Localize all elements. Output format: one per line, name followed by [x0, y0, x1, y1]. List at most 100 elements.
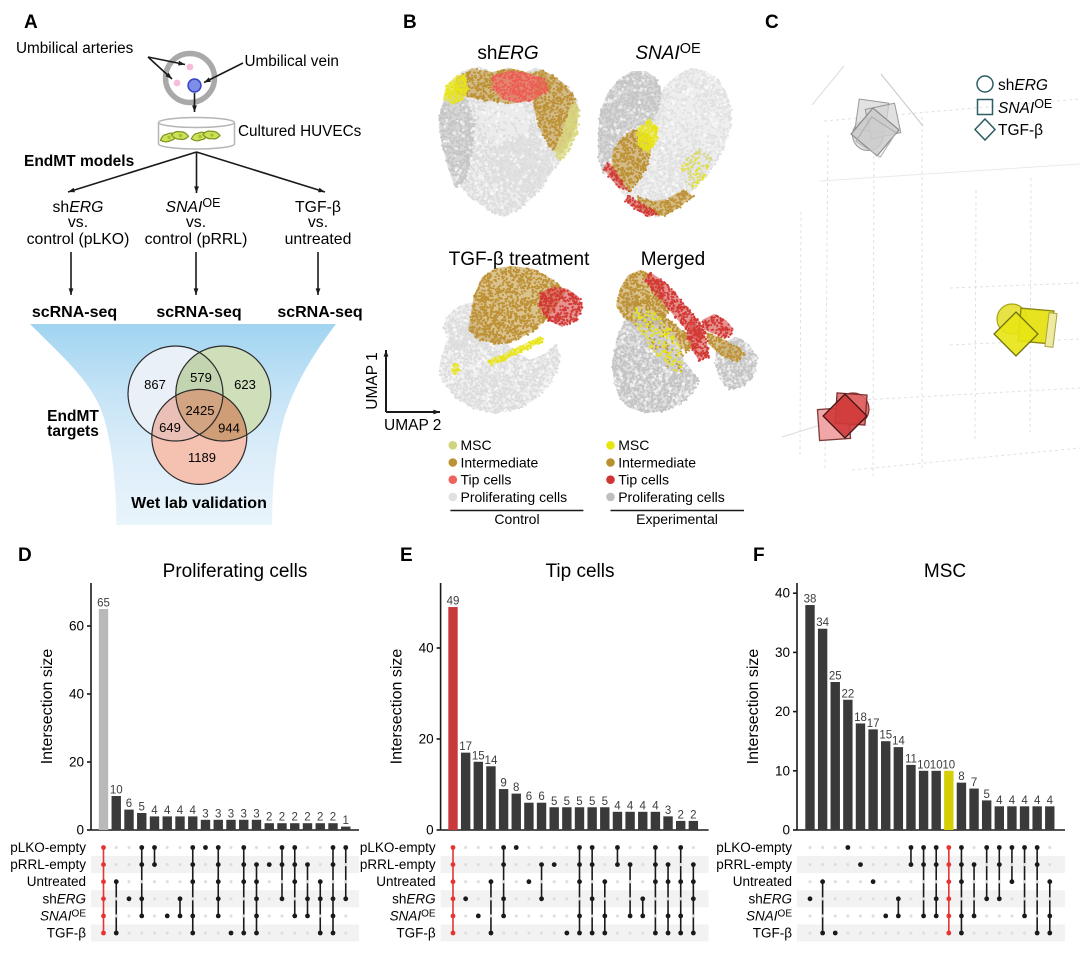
svg-text:SNAIOE: SNAIOE: [40, 908, 86, 923]
svg-text:shERG: shERG: [392, 891, 436, 906]
svg-text:40: 40: [69, 687, 84, 702]
svg-text:4: 4: [177, 805, 184, 817]
svg-text:MSC: MSC: [461, 437, 492, 453]
svg-text:TGF-β treatment: TGF-β treatment: [449, 249, 591, 270]
svg-text:4: 4: [996, 795, 1003, 807]
svg-text:20: 20: [419, 732, 434, 747]
svg-text:TGF-β: TGF-β: [295, 199, 341, 216]
svg-text:Proliferating cells: Proliferating cells: [618, 489, 725, 505]
svg-text:2: 2: [279, 812, 285, 824]
svg-text:1189: 1189: [188, 450, 216, 465]
svg-text:E: E: [400, 545, 413, 566]
svg-text:867: 867: [144, 377, 166, 392]
svg-text:5: 5: [602, 796, 608, 808]
svg-text:4: 4: [1021, 795, 1028, 807]
svg-text:3: 3: [202, 808, 208, 820]
svg-text:10: 10: [775, 763, 790, 778]
svg-text:5: 5: [576, 796, 582, 808]
svg-text:5: 5: [139, 802, 145, 814]
svg-text:5: 5: [564, 796, 570, 808]
svg-text:shERG: shERG: [998, 77, 1048, 94]
svg-text:EndMT: EndMT: [47, 408, 99, 425]
svg-text:A: A: [24, 12, 38, 33]
svg-text:C: C: [765, 12, 779, 33]
svg-text:control (pRRL): control (pRRL): [145, 231, 248, 248]
svg-text:Intersection size: Intersection size: [745, 649, 762, 765]
svg-text:2: 2: [266, 812, 272, 824]
svg-text:579: 579: [190, 370, 212, 385]
svg-text:5: 5: [551, 796, 557, 808]
svg-text:Proliferating cells: Proliferating cells: [461, 489, 568, 505]
svg-text:Experimental: Experimental: [636, 511, 718, 527]
svg-text:0: 0: [426, 823, 434, 838]
svg-text:scRNA-seq: scRNA-seq: [32, 304, 117, 321]
svg-text:2: 2: [330, 812, 336, 824]
svg-text:649: 649: [159, 420, 181, 435]
svg-text:targets: targets: [47, 423, 99, 440]
svg-text:Cultured HUVECs: Cultured HUVECs: [238, 123, 362, 140]
svg-text:4: 4: [1047, 795, 1054, 807]
svg-text:2: 2: [690, 809, 696, 821]
svg-text:0: 0: [782, 823, 790, 838]
svg-text:4: 4: [164, 805, 171, 817]
svg-text:2: 2: [677, 809, 683, 821]
svg-text:0: 0: [76, 823, 84, 838]
svg-text:5: 5: [589, 796, 595, 808]
svg-text:pRRL-empty: pRRL-empty: [360, 857, 436, 872]
svg-text:MSC: MSC: [924, 561, 966, 582]
svg-text:4: 4: [614, 800, 621, 812]
svg-text:10: 10: [917, 759, 930, 771]
svg-text:Control: Control: [494, 511, 539, 527]
svg-text:D: D: [18, 545, 32, 566]
svg-text:2: 2: [317, 812, 323, 824]
svg-text:untreated: untreated: [285, 231, 352, 248]
svg-text:6: 6: [538, 791, 544, 803]
svg-text:40: 40: [419, 641, 434, 656]
svg-text:scRNA-seq: scRNA-seq: [156, 304, 241, 321]
svg-text:Intersection size: Intersection size: [389, 649, 406, 765]
svg-text:shERG: shERG: [53, 199, 104, 216]
svg-text:49: 49: [447, 596, 460, 608]
svg-text:18: 18: [854, 712, 867, 724]
svg-text:2425: 2425: [186, 403, 215, 418]
svg-text:pLKO-empty: pLKO-empty: [716, 840, 792, 855]
svg-text:shERG: shERG: [42, 891, 86, 906]
svg-text:scRNA-seq: scRNA-seq: [277, 304, 362, 321]
svg-text:pLKO-empty: pLKO-empty: [10, 840, 86, 855]
svg-text:4: 4: [627, 800, 634, 812]
svg-text:7: 7: [971, 777, 977, 789]
svg-text:SNAIOE: SNAIOE: [390, 908, 436, 923]
svg-text:control (pLKO): control (pLKO): [27, 231, 130, 248]
svg-text:11: 11: [905, 753, 917, 765]
svg-text:4: 4: [1009, 795, 1016, 807]
svg-text:TGF-β: TGF-β: [47, 926, 86, 941]
svg-text:Intersection size: Intersection size: [39, 649, 56, 765]
svg-text:Tip cells: Tip cells: [618, 472, 669, 488]
svg-text:17: 17: [867, 718, 880, 730]
svg-text:3: 3: [665, 805, 671, 817]
svg-text:944: 944: [218, 421, 240, 436]
svg-text:shERG: shERG: [477, 43, 538, 64]
svg-text:3: 3: [241, 808, 247, 820]
svg-text:1: 1: [343, 815, 349, 827]
svg-text:15: 15: [472, 750, 485, 762]
svg-text:Tip cells: Tip cells: [461, 472, 512, 488]
svg-text:6: 6: [526, 791, 532, 803]
svg-text:10: 10: [110, 785, 123, 797]
svg-text:6: 6: [126, 798, 132, 810]
svg-text:10: 10: [942, 759, 955, 771]
svg-text:3: 3: [253, 808, 259, 820]
svg-text:14: 14: [485, 755, 498, 767]
svg-text:Umbilical arteries: Umbilical arteries: [16, 40, 134, 57]
svg-text:2: 2: [304, 812, 310, 824]
svg-text:F: F: [753, 545, 765, 566]
svg-text:B: B: [403, 12, 417, 33]
svg-text:2: 2: [292, 812, 298, 824]
svg-text:EndMT models: EndMT models: [24, 153, 134, 170]
svg-text:15: 15: [879, 730, 892, 742]
svg-text:8: 8: [513, 782, 519, 794]
svg-text:UMAP 2: UMAP 2: [384, 417, 441, 434]
svg-text:3: 3: [228, 808, 234, 820]
svg-text:14: 14: [892, 736, 905, 748]
svg-text:10: 10: [930, 759, 943, 771]
